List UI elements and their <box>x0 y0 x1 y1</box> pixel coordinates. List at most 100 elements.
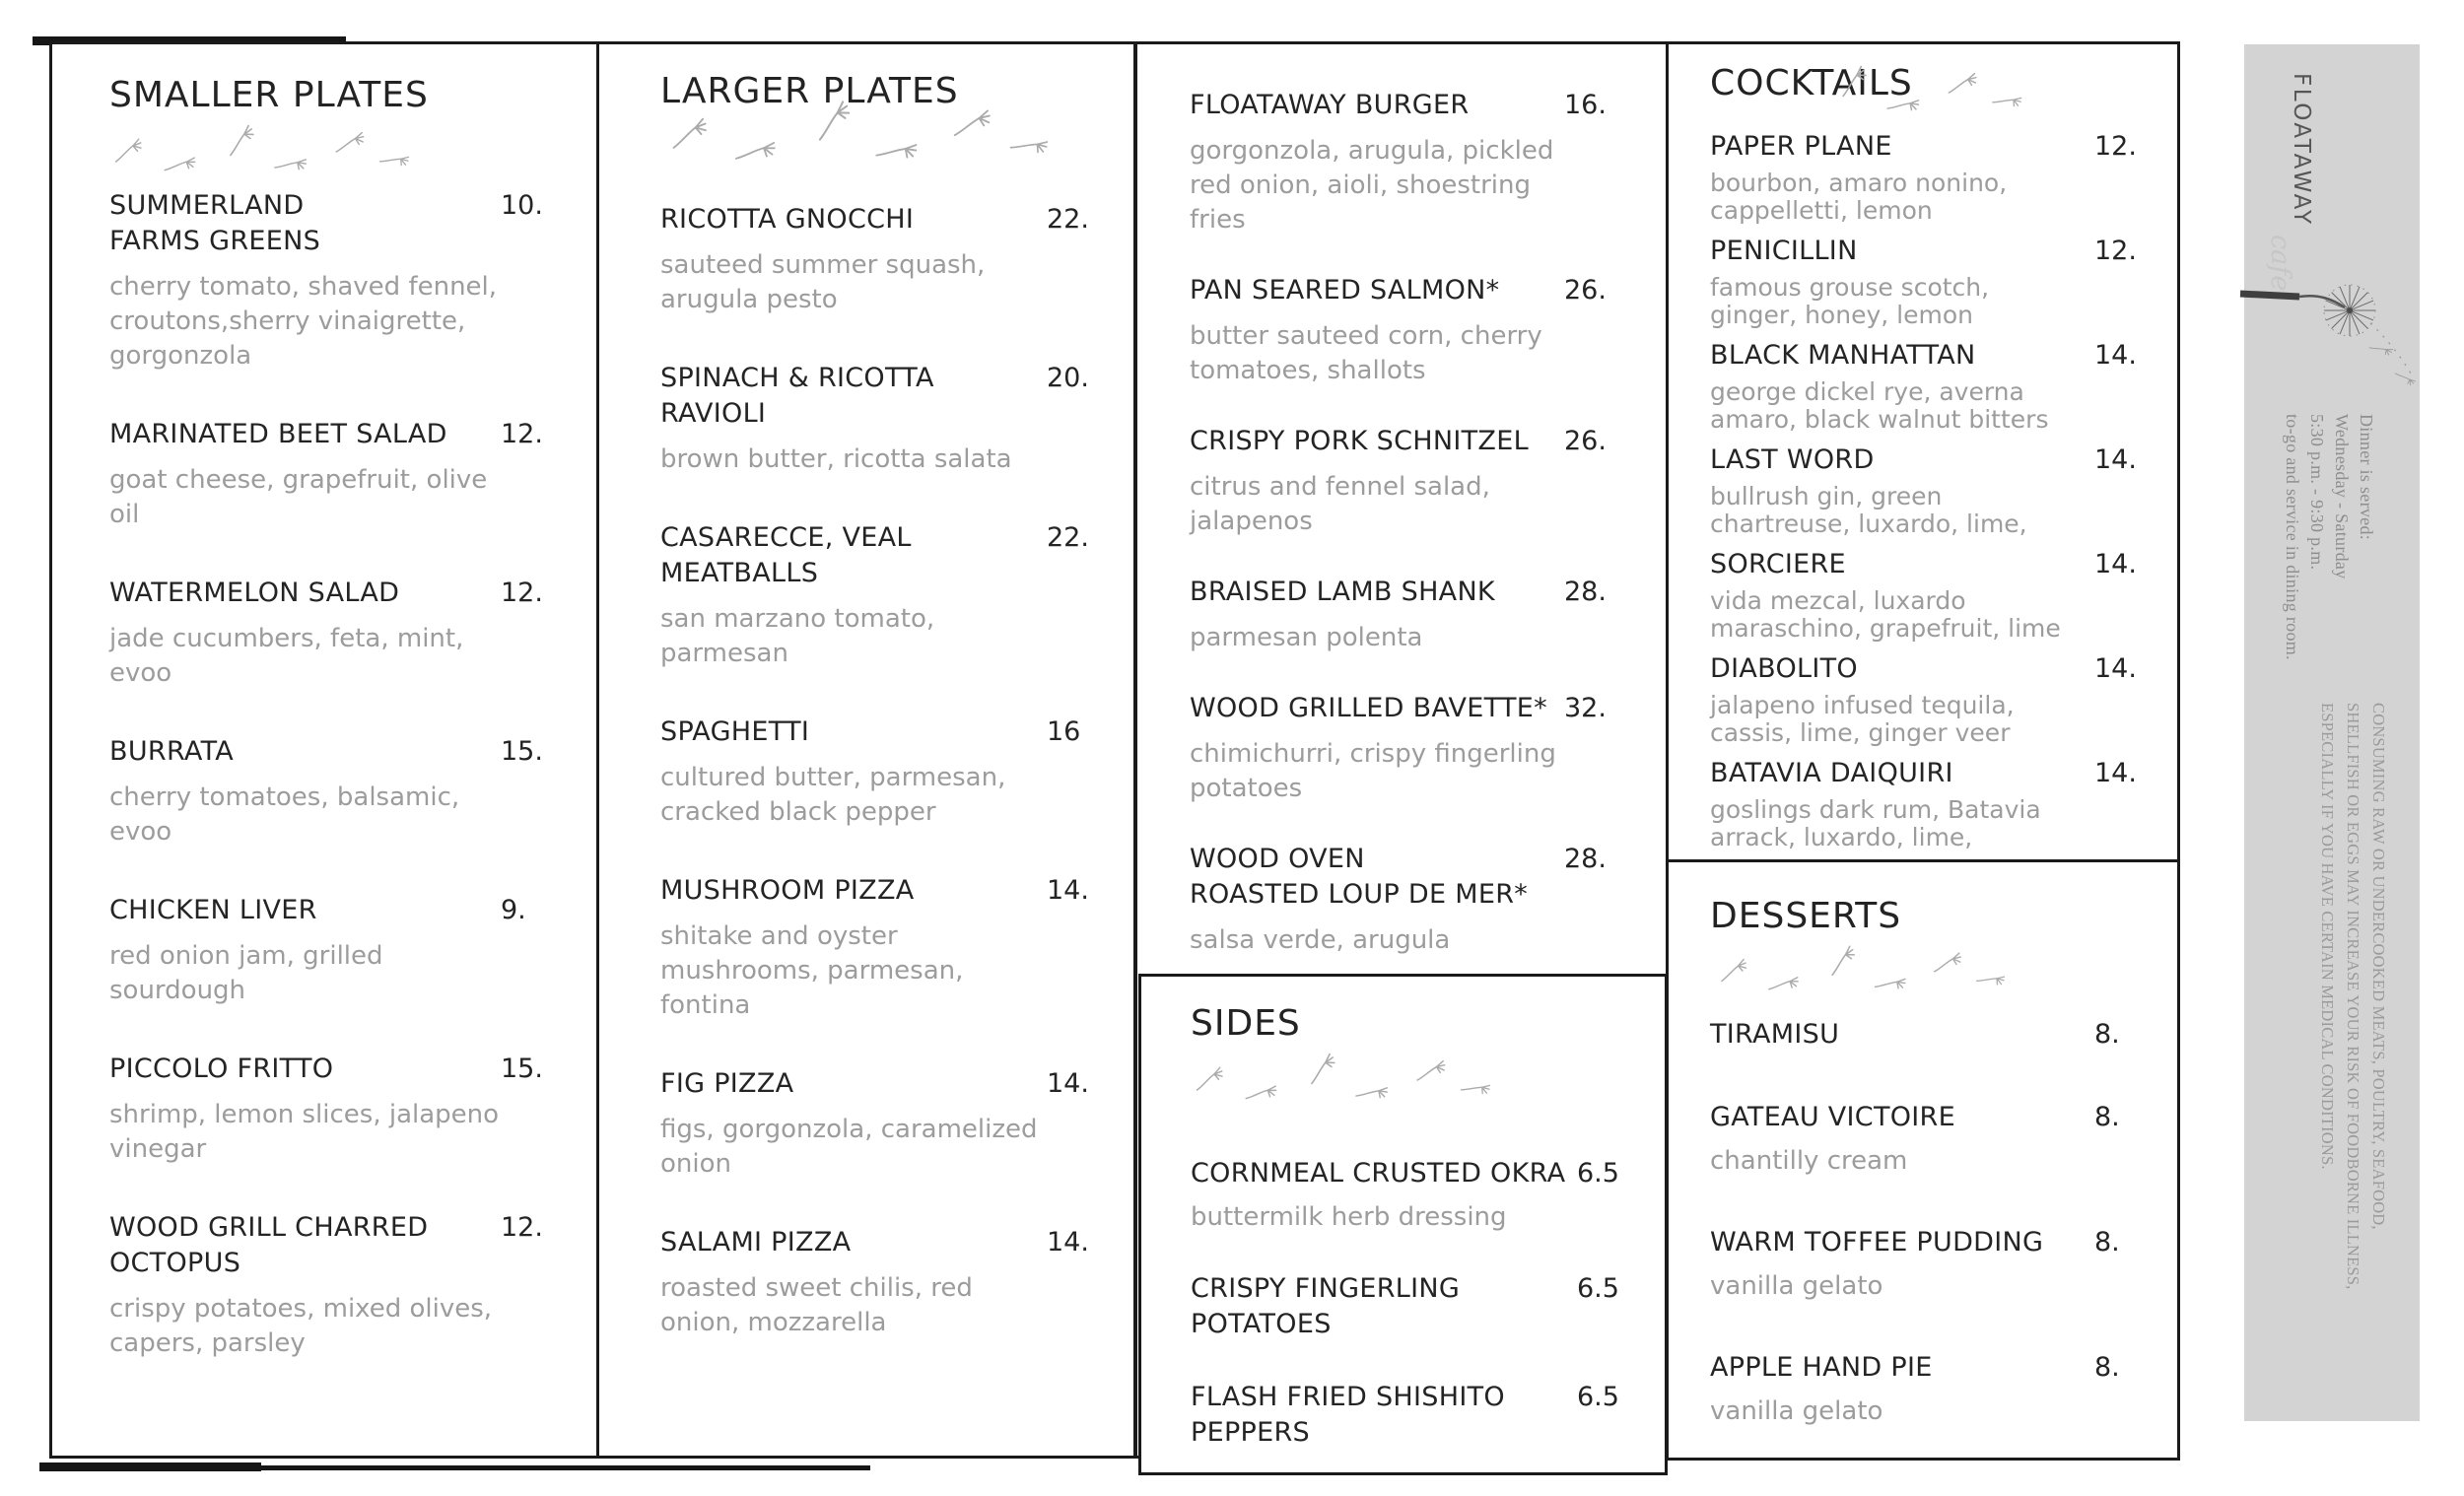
item-desc: bullrush gin, green chartreuse, luxardo,… <box>1710 482 2027 538</box>
item-name: APPLE HAND PIE <box>1710 1352 1933 1383</box>
section-desserts: DESSERTS TIRAMISU 8. GATEAU VICTOIRE 8. chan… <box>1666 859 2180 1461</box>
item-price: 14. <box>1047 1227 1089 1258</box>
dandelion-seeds-icon <box>103 119 429 176</box>
item-name: FLOATAWAY BURGER <box>1190 90 1470 120</box>
item-desc: cherry tomatoes, balsamic, evoo <box>109 782 460 847</box>
sides-items: CORNMEAL CRUSTED OKRA 6.5 buttermilk herb … <box>1191 1156 1665 1451</box>
item-price: 6.5 <box>1577 1273 1619 1304</box>
item-desc: bourbon, amaro nonino, cappelletti, lemo… <box>1710 169 2008 225</box>
section-title-desserts: DESSERTS <box>1710 896 1902 936</box>
menu-item: PAPER PLANE 12. bourbon, amaro nonino, cap… <box>1710 129 2177 225</box>
item-name: BRAISED LAMB SHANK <box>1190 577 1495 607</box>
item-price: 12. <box>501 419 543 449</box>
section-title-smaller-plates: SMALLER PLATES <box>109 75 429 115</box>
menu-item: CORNMEAL CRUSTED OKRA 6.5 buttermilk herb … <box>1191 1156 1665 1234</box>
item-name: PAN SEARED SALMON* <box>1190 275 1500 306</box>
item-desc: gorgonzola, arugula, pickled red onion, … <box>1190 136 1554 235</box>
item-price: 26. <box>1564 275 1607 306</box>
item-desc: goslings dark rum, Batavia arrack, luxar… <box>1710 795 2041 851</box>
item-name: WOOD GRILL CHARRED OCTOPUS <box>109 1212 429 1278</box>
item-price: 16 <box>1047 716 1081 747</box>
menu-item: WARM TOFFEE PUDDING 8. vanilla gelato <box>1710 1225 2177 1303</box>
bottom-rule-mid <box>261 1465 870 1470</box>
section-title-larger-plates: LARGER PLATES <box>660 71 959 111</box>
item-price: 12. <box>501 1212 543 1243</box>
sidebar <box>2244 44 2420 1421</box>
menu-item: LAST WORD 14. bullrush gin, green chartreu… <box>1710 442 2177 538</box>
item-price: 12. <box>2094 131 2137 162</box>
menu-item: SUMMERLAND FARMS GREENS 10. cherry tomato,… <box>109 188 596 374</box>
item-name: GATEAU VICTOIRE <box>1710 1102 1955 1132</box>
item-price: 22. <box>1047 522 1089 553</box>
item-name: RICOTTA GNOCCHI <box>660 204 915 235</box>
item-name: BLACK MANHATTAN <box>1710 340 1976 371</box>
section-title-cocktails: COCKTAILS <box>1710 63 1913 103</box>
item-price: 16. <box>1564 90 1607 120</box>
top-rule <box>33 36 346 45</box>
item-desc: buttermilk herb dressing <box>1191 1202 1507 1232</box>
item-desc: roasted sweet chilis, red onion, mozzare… <box>660 1273 973 1337</box>
item-desc: george dickel rye, averna amaro, black w… <box>1710 377 2049 434</box>
item-price: 12. <box>2094 236 2137 266</box>
menu-item: FLOATAWAY BURGER 16. gorgonzola, arugula, … <box>1190 88 1666 238</box>
item-desc: vanilla gelato <box>1710 1271 1883 1301</box>
item-desc: goat cheese, grapefruit, olive oil <box>109 465 488 529</box>
item-price: 12. <box>501 578 543 608</box>
menu-item: SPAGHETTI 16 cultured butter, parmesan, cr… <box>660 714 1133 830</box>
item-desc: brown butter, ricotta salata <box>660 444 1012 474</box>
menu-item: SPINACH & RICOTTA RAVIOLI 20. brown butter… <box>660 361 1133 477</box>
item-desc: shrimp, lemon slices, jalapeno vinegar <box>109 1100 500 1164</box>
menu-item: PAN SEARED SALMON* 26. butter sauteed corn… <box>1190 273 1666 388</box>
item-name: PAPER PLANE <box>1710 131 1892 162</box>
hours-note: Dinner is served: Wednesday - Saturday 5… <box>2283 414 2376 660</box>
item-desc: vanilla gelato <box>1710 1396 1883 1426</box>
item-desc: shitake and oyster mushrooms, parmesan, … <box>660 921 964 1020</box>
menu-item: SORCIERE 14. vida mezcal, luxardo maraschi… <box>1710 547 2177 643</box>
item-name: WARM TOFFEE PUDDING <box>1710 1227 2044 1258</box>
bottom-rule-left <box>39 1462 261 1471</box>
menu-item: APPLE HAND PIE 8. vanilla gelato <box>1710 1350 2177 1428</box>
item-name: CASARECCE, VEAL MEATBALLS <box>660 522 912 588</box>
item-name: FIG PIZZA <box>660 1068 794 1099</box>
item-name: BATAVIA DAIQUIRI <box>1710 758 1953 788</box>
item-price: 8. <box>2094 1019 2120 1050</box>
item-desc: butter sauteed corn, cherry tomatoes, sh… <box>1190 321 1542 385</box>
menu-item: PICCOLO FRITTO 15. shrimp, lemon slices, j… <box>109 1052 596 1167</box>
item-price: 8. <box>2094 1352 2120 1383</box>
item-price: 15. <box>501 1054 543 1084</box>
item-name: MARINATED BEET SALAD <box>109 419 447 449</box>
item-price: 22. <box>1047 204 1089 235</box>
item-price: 6.5 <box>1577 1382 1619 1412</box>
menu-item: WATERMELON SALAD 12. jade cucumbers, feta,… <box>109 576 596 691</box>
item-desc: parmesan polenta <box>1190 623 1423 652</box>
item-price: 10. <box>501 190 543 221</box>
item-desc: famous grouse scotch, ginger, honey, lem… <box>1710 273 1990 329</box>
mains-items: FLOATAWAY BURGER 16. gorgonzola, arugula, … <box>1190 88 1666 958</box>
item-name: SORCIERE <box>1710 549 1846 579</box>
item-name: TIRAMISU <box>1710 1019 1840 1050</box>
item-name: BURRATA <box>109 736 235 767</box>
dandelion-seeds-icon <box>1185 1048 1510 1105</box>
dandelion-icon <box>2239 284 2417 389</box>
item-name: DIABOLITO <box>1710 653 1858 684</box>
menu-item: FIG PIZZA 14. figs, gorgonzola, caramelize… <box>660 1066 1133 1182</box>
section-larger-plates: LARGER PLATES RICOTTA GNOCCHI 22. sauteed … <box>596 41 1136 1459</box>
dandelion-seeds-icon <box>658 94 1072 167</box>
section-title-sides: SIDES <box>1191 1003 1301 1044</box>
item-price: 20. <box>1047 363 1089 393</box>
section-smaller-plates: SMALLER PLATES SUMMERLAND FARMS GREENS 10… <box>49 41 599 1459</box>
item-price: 15. <box>501 736 543 767</box>
item-price: 14. <box>1047 875 1089 906</box>
brand-wordmark: FLOATAWAY <box>2289 73 2314 227</box>
section-cocktails: COCKTAILS PAPER PLANE 12. bourbon, amaro n… <box>1666 41 2180 862</box>
menu-item: MUSHROOM PIZZA 14. shitake and oyster mush… <box>660 873 1133 1023</box>
menu-item: BLACK MANHATTAN 14. george dickel rye, ave… <box>1710 338 2177 434</box>
menu-item: TIRAMISU 8. <box>1710 1017 2177 1053</box>
menu-item: GATEAU VICTOIRE 8. chantilly cream <box>1710 1100 2177 1178</box>
item-name: WATERMELON SALAD <box>109 578 400 608</box>
menu-item: BATAVIA DAIQUIRI 14. goslings dark rum, Ba… <box>1710 756 2177 851</box>
item-desc: cherry tomato, shaved fennel, croutons,s… <box>109 272 498 371</box>
item-price: 14. <box>1047 1068 1089 1099</box>
item-price: 14. <box>2094 758 2137 788</box>
item-price: 26. <box>1564 426 1607 456</box>
